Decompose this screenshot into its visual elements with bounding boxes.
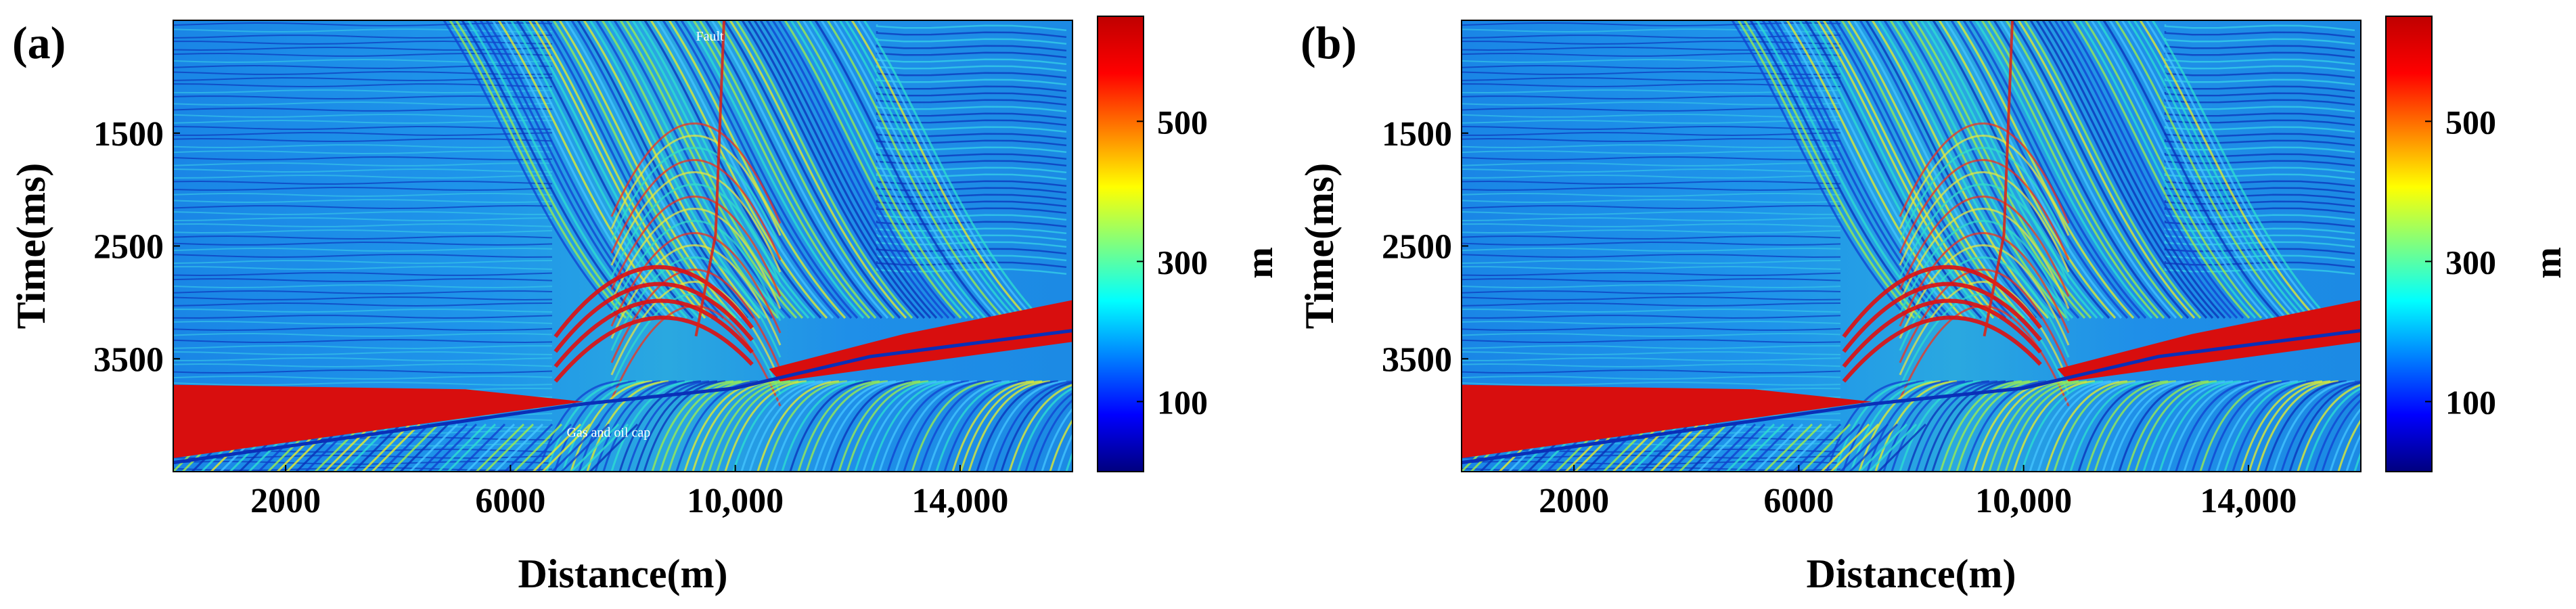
x-tick-label: 2000 (1539, 482, 1609, 520)
colorbar-label: m (1239, 247, 1281, 279)
x-tick-label: 10,000 (687, 482, 784, 520)
panel-label: (a) (12, 17, 66, 68)
y-axis-label: Time(ms) (9, 163, 53, 330)
panel-label: (b) (1301, 17, 1357, 68)
colorbar-label: m (2527, 247, 2569, 279)
y-tick-label: 3500 (1382, 340, 1452, 379)
x-tick-label: 6000 (1763, 482, 1834, 520)
x-tick-label: 6000 (475, 482, 545, 520)
chart-panel-a: Fault Gas and oil cap 2000 6000 10,000 14,000… (9, 16, 1281, 596)
annotation-fault: Fault (696, 29, 724, 44)
chart-panel-b: 2000 6000 10,000 14,000 1500 2500 3500 Distance… (1288, 0, 2576, 609)
seismic-image (1462, 20, 2361, 472)
x-axis-label: Distance(m) (518, 551, 728, 596)
colorbar-tick-label: 300 (2445, 243, 2496, 281)
colorbar-tick-label: 500 (2445, 103, 2496, 141)
colorbar (2385, 16, 2433, 472)
y-tick-label: 2500 (1382, 228, 1452, 267)
x-axis-label: Distance(m) (1807, 551, 2016, 596)
x-tick-label: 14,000 (911, 482, 1008, 520)
colorbar (1097, 16, 1144, 472)
colorbar-tick-label: 100 (1157, 383, 1208, 421)
x-tick-label: 2000 (250, 482, 321, 520)
y-tick-label: 1500 (1382, 115, 1452, 154)
x-tick-label: 14,000 (2200, 482, 2297, 520)
seismic-image (173, 20, 1072, 472)
x-tick-label: 10,000 (1975, 482, 2072, 520)
chart-svg: 2000 6000 10,000 14,000 1500 2500 3500 Distance… (1297, 16, 2569, 596)
chart-svg: Fault Gas and oil cap 2000 6000 10,000 14,000… (9, 16, 1281, 596)
annotation-gas-oil-cap: Gas and oil cap (566, 425, 650, 440)
colorbar-tick-label: 300 (1157, 243, 1208, 281)
colorbar-tick-label: 100 (2445, 383, 2496, 421)
y-tick-label: 2500 (93, 228, 164, 267)
y-tick-label: 3500 (93, 340, 164, 379)
y-axis-label: Time(ms) (1297, 163, 1342, 330)
y-tick-label: 1500 (93, 115, 164, 154)
colorbar-tick-label: 500 (1157, 103, 1208, 141)
